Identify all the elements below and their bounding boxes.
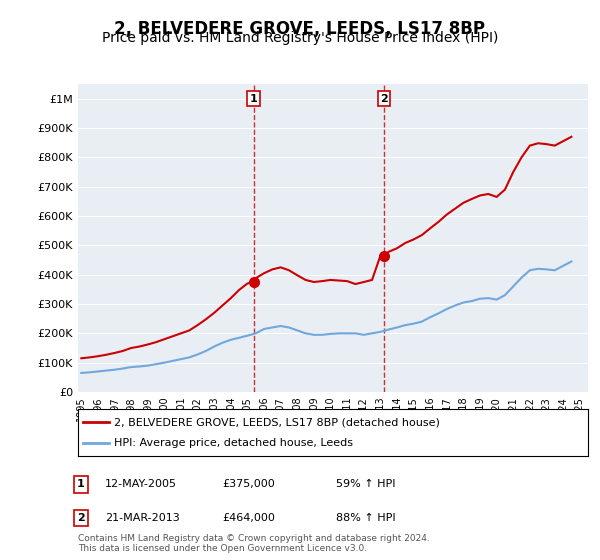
Text: 1: 1 [250, 94, 257, 104]
Text: 59% ↑ HPI: 59% ↑ HPI [336, 479, 395, 489]
Text: Contains HM Land Registry data © Crown copyright and database right 2024.
This d: Contains HM Land Registry data © Crown c… [78, 534, 430, 553]
Text: Price paid vs. HM Land Registry's House Price Index (HPI): Price paid vs. HM Land Registry's House … [102, 31, 498, 45]
Text: 2: 2 [77, 513, 85, 523]
Text: 2, BELVEDERE GROVE, LEEDS, LS17 8BP: 2, BELVEDERE GROVE, LEEDS, LS17 8BP [115, 20, 485, 38]
Text: 21-MAR-2013: 21-MAR-2013 [105, 513, 180, 523]
Text: 2, BELVEDERE GROVE, LEEDS, LS17 8BP (detached house): 2, BELVEDERE GROVE, LEEDS, LS17 8BP (det… [114, 417, 440, 427]
Text: 1: 1 [77, 479, 85, 489]
Text: 2: 2 [380, 94, 388, 104]
Text: £464,000: £464,000 [222, 513, 275, 523]
Text: 12-MAY-2005: 12-MAY-2005 [105, 479, 177, 489]
Text: 88% ↑ HPI: 88% ↑ HPI [336, 513, 395, 523]
Text: £375,000: £375,000 [222, 479, 275, 489]
Text: HPI: Average price, detached house, Leeds: HPI: Average price, detached house, Leed… [114, 438, 353, 448]
